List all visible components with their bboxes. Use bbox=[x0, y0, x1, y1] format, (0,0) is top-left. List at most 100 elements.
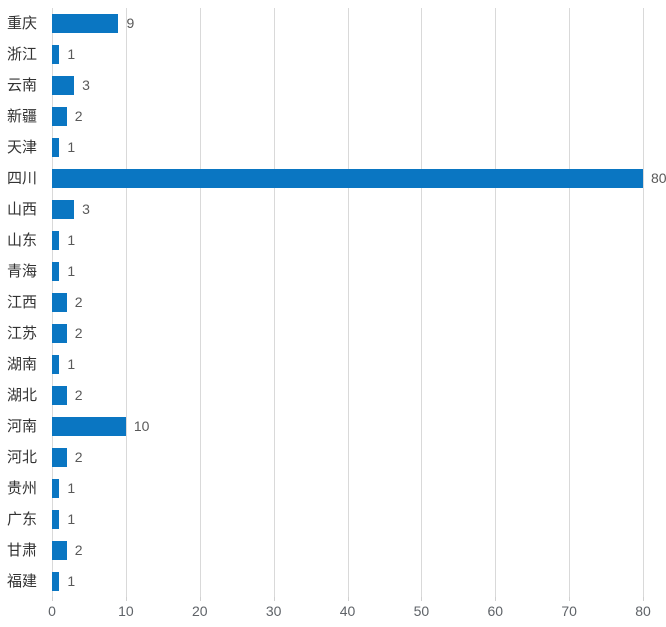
gridline bbox=[347, 8, 349, 597]
category-label: 浙江 bbox=[7, 46, 38, 63]
chart-row: 福建 1 bbox=[0, 566, 666, 597]
value-label: 1 bbox=[67, 573, 76, 589]
x-axis-tick bbox=[421, 597, 423, 601]
category-label: 河北 bbox=[7, 449, 38, 466]
category-label: 广东 bbox=[7, 511, 38, 528]
category-label: 贵州 bbox=[7, 480, 38, 497]
value-label: 10 bbox=[133, 418, 150, 434]
chart-row: 河南 10 bbox=[0, 411, 666, 442]
x-axis-tick bbox=[199, 597, 201, 601]
bar bbox=[52, 572, 60, 591]
x-axis-tick-label: 80 bbox=[635, 603, 651, 619]
chart-row: 河北 2 bbox=[0, 442, 666, 473]
bar bbox=[52, 510, 60, 529]
bar bbox=[52, 169, 643, 188]
bar bbox=[52, 324, 67, 343]
chart-row: 重庆 9 bbox=[0, 8, 666, 39]
category-label: 青海 bbox=[7, 263, 38, 280]
bar bbox=[52, 76, 75, 95]
x-axis-tick-label: 70 bbox=[561, 603, 577, 619]
bar bbox=[52, 262, 60, 281]
chart-row: 天津 1 bbox=[0, 132, 666, 163]
bar bbox=[52, 355, 60, 374]
bar bbox=[52, 479, 60, 498]
category-label: 山东 bbox=[7, 232, 38, 249]
category-label: 河南 bbox=[7, 418, 38, 435]
bar bbox=[52, 200, 75, 219]
x-axis-tick-label: 20 bbox=[191, 603, 208, 619]
x-axis-tick bbox=[125, 597, 127, 601]
chart-row: 山西 3 bbox=[0, 194, 666, 225]
x-axis-tick-label: 30 bbox=[265, 603, 282, 619]
value-label: 1 bbox=[67, 232, 76, 248]
x-axis-tick bbox=[52, 597, 53, 601]
category-label: 湖北 bbox=[7, 387, 38, 404]
x-axis-tick-label: 40 bbox=[339, 603, 356, 619]
value-label: 2 bbox=[74, 449, 83, 465]
chart-row: 山东 1 bbox=[0, 225, 666, 256]
bar bbox=[52, 293, 67, 312]
bar bbox=[52, 448, 67, 467]
category-label: 新疆 bbox=[7, 108, 38, 125]
chart-row: 浙江 1 bbox=[0, 39, 666, 70]
value-label: 2 bbox=[74, 542, 83, 558]
chart-row: 湖北 2 bbox=[0, 380, 666, 411]
value-label: 1 bbox=[67, 46, 76, 62]
chart-row: 江西 2 bbox=[0, 287, 666, 318]
category-label: 天津 bbox=[7, 139, 38, 156]
x-axis-tick-label: 50 bbox=[413, 603, 430, 619]
bar bbox=[52, 14, 119, 33]
category-label: 江西 bbox=[7, 294, 38, 311]
category-label: 云南 bbox=[7, 77, 38, 94]
x-axis-tick-label: 0 bbox=[48, 603, 56, 619]
value-label: 1 bbox=[67, 511, 76, 527]
x-axis-tick bbox=[569, 597, 571, 601]
value-label: 2 bbox=[74, 108, 83, 124]
category-label: 重庆 bbox=[7, 15, 38, 32]
x-axis-tick bbox=[495, 597, 497, 601]
gridline bbox=[273, 8, 275, 597]
category-label: 四川 bbox=[7, 170, 38, 187]
category-label: 山西 bbox=[7, 201, 38, 218]
x-axis-tick-label: 10 bbox=[118, 603, 134, 619]
chart-row: 青海 1 bbox=[0, 256, 666, 287]
chart-row: 贵州 1 bbox=[0, 473, 666, 504]
value-label: 3 bbox=[82, 201, 90, 217]
value-label: 80 bbox=[651, 170, 666, 186]
value-label: 1 bbox=[67, 480, 76, 496]
value-label: 2 bbox=[74, 387, 83, 403]
category-label: 甘肃 bbox=[7, 542, 38, 559]
bar bbox=[52, 541, 67, 560]
value-label: 1 bbox=[67, 139, 76, 155]
bar bbox=[52, 417, 126, 436]
x-axis-tick-label: 60 bbox=[487, 603, 504, 619]
gridline bbox=[199, 8, 201, 597]
chart-row: 四川 80 bbox=[0, 163, 666, 194]
bar bbox=[52, 138, 60, 157]
category-label: 福建 bbox=[7, 573, 38, 590]
chart-row: 新疆 2 bbox=[0, 101, 666, 132]
x-axis-tick bbox=[347, 597, 349, 601]
chart-row: 云南 3 bbox=[0, 70, 666, 101]
chart-row: 湖南 1 bbox=[0, 349, 666, 380]
chart-row: 甘肃 2 bbox=[0, 535, 666, 566]
bar bbox=[52, 45, 60, 64]
value-label: 3 bbox=[82, 77, 90, 93]
value-label: 2 bbox=[74, 325, 83, 341]
gridline bbox=[421, 8, 423, 597]
x-axis-tick bbox=[643, 597, 644, 601]
category-label: 江苏 bbox=[7, 325, 38, 342]
value-label: 1 bbox=[67, 263, 76, 279]
category-label: 湖南 bbox=[7, 356, 38, 373]
value-label: 1 bbox=[67, 356, 76, 372]
x-axis-tick bbox=[273, 597, 275, 601]
chart-row: 广东 1 bbox=[0, 504, 666, 535]
value-label: 2 bbox=[74, 294, 83, 310]
chart-row: 江苏 2 bbox=[0, 318, 666, 349]
gridline bbox=[495, 8, 497, 597]
value-label: 9 bbox=[126, 15, 135, 31]
gridline bbox=[643, 8, 644, 597]
bar bbox=[52, 386, 67, 405]
gridline bbox=[125, 8, 127, 597]
